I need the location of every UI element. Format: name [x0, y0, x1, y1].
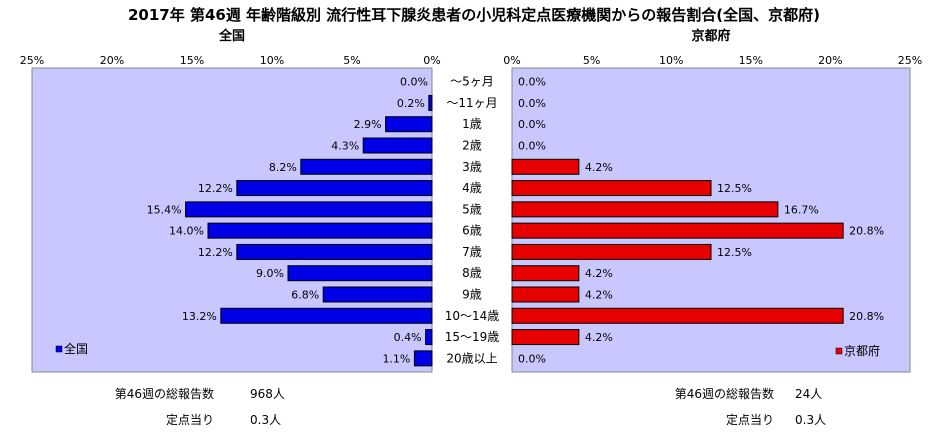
summary-per-site-label-national: 定点当り	[166, 412, 214, 427]
data-label-kyoto: 4.2%	[585, 331, 613, 344]
summary-per-site-value-national: 0.3人	[250, 413, 281, 427]
data-label-national: 12.2%	[198, 246, 233, 259]
data-label-kyoto: 12.5%	[717, 182, 752, 195]
x-tick-label-kyoto: 10%	[659, 54, 683, 67]
bar-national	[287, 265, 433, 282]
summary-total-label-kyoto: 第46週の総報告数	[675, 386, 774, 401]
bar-kyoto	[511, 265, 580, 282]
data-label-kyoto: 0.0%	[518, 76, 546, 89]
category-label: 7歳	[462, 245, 482, 259]
legend-swatch-national	[55, 345, 63, 353]
summary-per-site-value-kyoto: 0.3人	[795, 413, 826, 427]
bar-kyoto	[511, 286, 580, 303]
summary-total-label-national: 第46週の総報告数	[115, 386, 214, 401]
data-label-kyoto: 12.5%	[717, 246, 752, 259]
summary-per-site-label-kyoto: 定点当り	[726, 412, 774, 427]
data-label-kyoto: 0.0%	[518, 140, 546, 153]
data-label-national: 12.2%	[198, 182, 233, 195]
bar-national	[425, 329, 433, 346]
legend-swatch-kyoto	[835, 347, 843, 355]
bar-national	[413, 350, 433, 367]
category-label: 2歳	[462, 139, 482, 153]
summary-total-value-kyoto: 24人	[795, 387, 822, 401]
data-label-national: 8.2%	[269, 161, 297, 174]
data-label-national: 14.0%	[169, 225, 204, 238]
category-label: 20歳以上	[446, 351, 497, 365]
data-label-national: 0.0%	[400, 76, 428, 89]
data-label-national: 0.4%	[394, 331, 422, 344]
data-label-kyoto: 20.8%	[849, 225, 884, 238]
bar-national	[207, 222, 433, 239]
x-tick-label-national: 0%	[423, 54, 440, 67]
data-label-national: 0.2%	[397, 97, 425, 110]
bar-national	[236, 180, 433, 197]
bar-kyoto	[511, 243, 712, 260]
legend-label-kyoto: 京都府	[844, 343, 880, 358]
bar-national	[220, 307, 433, 324]
data-label-national: 15.4%	[147, 203, 182, 216]
x-tick-label-kyoto: 5%	[583, 54, 600, 67]
x-tick-label-national: 5%	[343, 54, 360, 67]
category-label: 4歳	[462, 181, 482, 195]
category-label: ～11ヶ月	[446, 96, 497, 110]
category-label: 15～19歳	[445, 330, 500, 344]
data-label-kyoto: 0.0%	[518, 352, 546, 365]
bar-national	[428, 94, 433, 111]
bar-kyoto	[511, 180, 712, 197]
bar-national	[322, 286, 433, 303]
category-label: 1歳	[462, 117, 482, 131]
category-label: 8歳	[462, 266, 482, 280]
data-label-national: 9.0%	[256, 267, 284, 280]
x-tick-label-kyoto: 20%	[818, 54, 842, 67]
bar-kyoto	[511, 307, 844, 324]
data-label-kyoto: 4.2%	[585, 267, 613, 280]
x-tick-label-national: 15%	[180, 54, 204, 67]
category-label: 5歳	[462, 202, 482, 216]
plot-area-kyoto	[511, 67, 911, 373]
data-label-national: 13.2%	[182, 310, 217, 323]
data-label-national: 2.9%	[354, 118, 382, 131]
category-label: 9歳	[462, 288, 482, 302]
bar-kyoto	[511, 222, 844, 239]
bar-national	[362, 137, 433, 154]
data-label-national: 1.1%	[382, 352, 410, 365]
bar-national	[385, 116, 433, 133]
data-label-kyoto: 4.2%	[585, 289, 613, 302]
bar-kyoto	[511, 201, 779, 218]
category-label: 10～14歳	[445, 309, 500, 323]
bar-national	[300, 158, 433, 175]
data-label-kyoto: 0.0%	[518, 97, 546, 110]
x-tick-label-national: 10%	[260, 54, 284, 67]
x-tick-label-kyoto: 15%	[739, 54, 763, 67]
data-label-national: 6.8%	[291, 289, 319, 302]
data-label-kyoto: 20.8%	[849, 310, 884, 323]
bar-national	[236, 243, 433, 260]
plot-area-national	[31, 67, 433, 373]
chart-title: 2017年 第46週 年齢階級別 流行性耳下腺炎患者の小児科定点医療機関からの報…	[128, 6, 820, 24]
data-label-kyoto: 16.7%	[784, 203, 819, 216]
bar-kyoto	[511, 329, 580, 346]
bar-national	[185, 201, 433, 218]
x-tick-label-national: 20%	[100, 54, 124, 67]
bar-kyoto	[511, 158, 580, 175]
category-label: 3歳	[462, 160, 482, 174]
legend-label-national: 全国	[64, 341, 88, 356]
data-label-kyoto: 0.0%	[518, 118, 546, 131]
data-label-national: 4.3%	[331, 140, 359, 153]
x-tick-label-national: 25%	[20, 54, 44, 67]
panel-title-kyoto: 京都府	[691, 28, 730, 44]
category-label: 6歳	[462, 224, 482, 238]
data-label-kyoto: 4.2%	[585, 161, 613, 174]
category-label: ～5ヶ月	[450, 75, 494, 89]
panel-title-national: 全国	[218, 28, 245, 44]
x-tick-label-kyoto: 25%	[898, 54, 922, 67]
x-tick-label-kyoto: 0%	[503, 54, 520, 67]
summary-total-value-national: 968人	[250, 387, 285, 401]
